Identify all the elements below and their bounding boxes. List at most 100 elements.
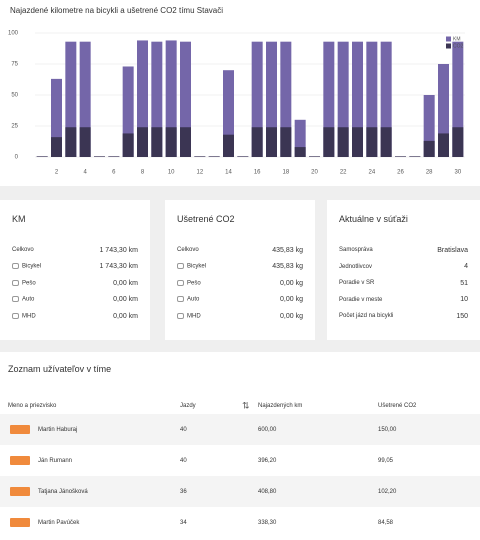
row-value: 0,00 kg (280, 279, 303, 287)
icon (12, 279, 19, 286)
row-value: 435,83 kg (272, 263, 303, 270)
row-value: 10 (460, 296, 468, 303)
panel-row: Celkovo 1 743,30 km (12, 244, 138, 256)
bar (79, 127, 91, 157)
table-cell: 396,20 (258, 457, 277, 464)
table-row: Martin Pavúček 34 338,30 84,58 (0, 507, 480, 538)
bar (294, 119, 306, 157)
row-label-text: Poradie v meste (339, 296, 383, 303)
bar (51, 137, 62, 157)
x-tick-label: 30 (454, 170, 461, 176)
panel-row: MHD 0,00 km (12, 310, 138, 322)
panel-title: Ušetrené CO2 (177, 214, 235, 224)
row-label-text: Pešo (22, 280, 36, 287)
x-tick-label: 22 (340, 170, 347, 176)
panel-row: Auto 0,00 km (12, 294, 138, 306)
row-label-text: Pešo (187, 280, 201, 287)
row-label-text: Bicykel (187, 263, 207, 270)
table-cell: 150,00 (378, 426, 397, 433)
panel-row: Pešo 0,00 km (12, 277, 138, 289)
table-card: Zoznam užívateľov v tíme Meno a priezvis… (0, 352, 480, 540)
bar (266, 127, 277, 157)
table-cell: 99,05 (378, 457, 394, 464)
row-label: Bicykel (12, 263, 41, 270)
x-tick-label: 14 (225, 170, 232, 176)
bar (180, 41, 191, 157)
x-tick-label: 16 (254, 170, 261, 176)
bar (323, 127, 335, 157)
row-label-text: Poradie v SR (339, 280, 375, 286)
bar (223, 70, 234, 157)
chart: Najazdené kilometre na bicykli a ušetren… (8, 6, 465, 176)
legend-label: CO2 (453, 43, 464, 49)
panel-row: MHD 0,00 kg (177, 310, 303, 322)
bar (51, 78, 62, 157)
bar (36, 156, 48, 157)
row-label-text: MHD (22, 313, 36, 320)
bar (122, 66, 134, 157)
row-label: Samospráva (339, 247, 373, 253)
bar (280, 41, 292, 157)
panel-row: Poradie v meste 10 (339, 294, 468, 306)
y-tick-label: 75 (11, 62, 18, 68)
table-title: Zoznam užívateľov v tíme (8, 364, 112, 374)
icon (12, 312, 19, 319)
bar (108, 156, 120, 157)
table-cell: 40 (180, 426, 187, 433)
bar (380, 41, 392, 157)
bar (423, 140, 435, 157)
row-label: Pešo (177, 279, 201, 287)
avatar (10, 425, 30, 434)
legend-swatch (446, 43, 451, 49)
row-value: 4 (464, 263, 468, 270)
bar (352, 41, 363, 157)
bar (323, 41, 335, 157)
x-tick-label: 8 (141, 170, 145, 176)
bar (309, 156, 320, 157)
panel-row: Samospráva Bratislava (339, 244, 468, 256)
avatar (10, 487, 30, 496)
table-cell: 84,58 (378, 519, 394, 526)
y-tick-label: 0 (15, 155, 19, 161)
row-label-text: MHD (187, 313, 201, 320)
row-value: 0,00 kg (280, 312, 303, 320)
panel: Ušetrené CO2 Celkovo 435,83 kg Bicykel 435,8… (165, 200, 315, 340)
bar (395, 156, 406, 157)
icon (177, 263, 184, 270)
row-label: Počet jázd na bicykli (339, 313, 393, 319)
avatar (10, 456, 30, 465)
bar (180, 127, 191, 157)
row-label-text: Celkovo (12, 247, 34, 253)
panel-row: Auto 0,00 kg (177, 294, 303, 306)
bar (237, 156, 249, 157)
row-label: Auto (12, 296, 34, 303)
icon (177, 296, 184, 303)
panel-row: Jednotlivcov 4 (339, 261, 468, 273)
row-value: 51 (460, 279, 468, 287)
table-row: Martin Haburaj 40 600,00 150,00 (0, 414, 480, 445)
x-tick-label: 10 (168, 170, 175, 176)
row-value: 0,00 kg (280, 296, 303, 303)
x-tick-label: 12 (196, 170, 203, 176)
icon (12, 296, 19, 303)
bar (438, 133, 449, 157)
x-tick-label: 24 (368, 170, 375, 176)
table-cell: 36 (180, 488, 187, 495)
row-value: 1 743,30 km (99, 263, 138, 270)
header-cell: Jazdy (180, 402, 196, 409)
y-tick-label: 100 (8, 31, 19, 37)
x-tick-label: 18 (282, 170, 289, 176)
y-tick-label: 25 (11, 124, 18, 130)
icon (177, 312, 184, 319)
row-label-text: Bicykel (22, 263, 42, 270)
table-cell: 408,80 (258, 488, 277, 495)
bar (380, 127, 392, 157)
bar (79, 41, 91, 157)
panel-row: Celkovo 435,83 kg (177, 244, 303, 256)
row-label: Poradie v SR (339, 280, 374, 286)
row-label-text: Počet jázd na bicykli (339, 313, 394, 319)
row-label: Jednotlivcov (339, 264, 372, 270)
x-tick-label: 28 (426, 170, 433, 176)
bar (337, 41, 349, 157)
